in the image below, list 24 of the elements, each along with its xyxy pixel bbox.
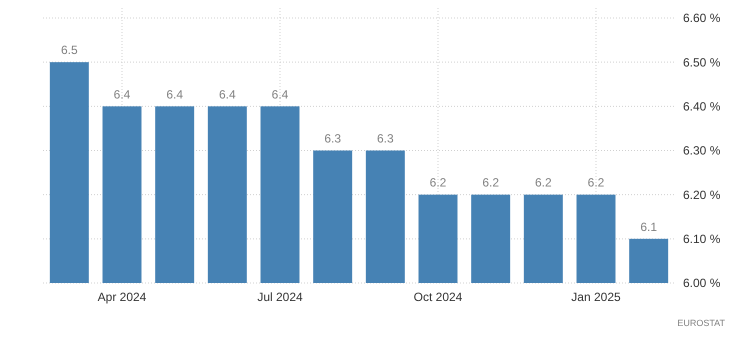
y-tick-label: 6.50 % [683,55,721,70]
data-label: 6.5 [60,43,78,58]
text: EUROSTAT [677,318,726,328]
data-label: 6.3 [324,132,342,146]
data-label: 6.2 [588,176,605,190]
y-tick-label: 6.30 % [683,144,721,158]
data-label: 6.2 [430,176,447,190]
x-tick-label: Oct 2024 [414,290,463,304]
data-label: 6.4 [218,87,236,102]
data-label: 6.2 [482,176,500,190]
x-tick-label: Jan 2025 [571,290,622,304]
y-tick-label: 6.60 % [683,11,721,26]
data-label: 6.2 [534,176,552,190]
x-tick-label: Apr 2024 [98,290,147,304]
y-tick-label: 6.20 % [683,188,721,202]
y-tick-label: 6.00 % [683,276,721,290]
y-tick-label: 6.40 % [683,100,721,114]
y-tick-label: 6.10 % [683,232,721,246]
data-label: 6.1 [640,220,658,234]
data-label: 6.4 [272,87,289,102]
data-label: 6.4 [114,87,131,102]
x-tick-label: Jul 2024 [257,290,304,304]
data-label: 6.3 [376,132,394,146]
data-label: 6.4 [166,87,184,102]
